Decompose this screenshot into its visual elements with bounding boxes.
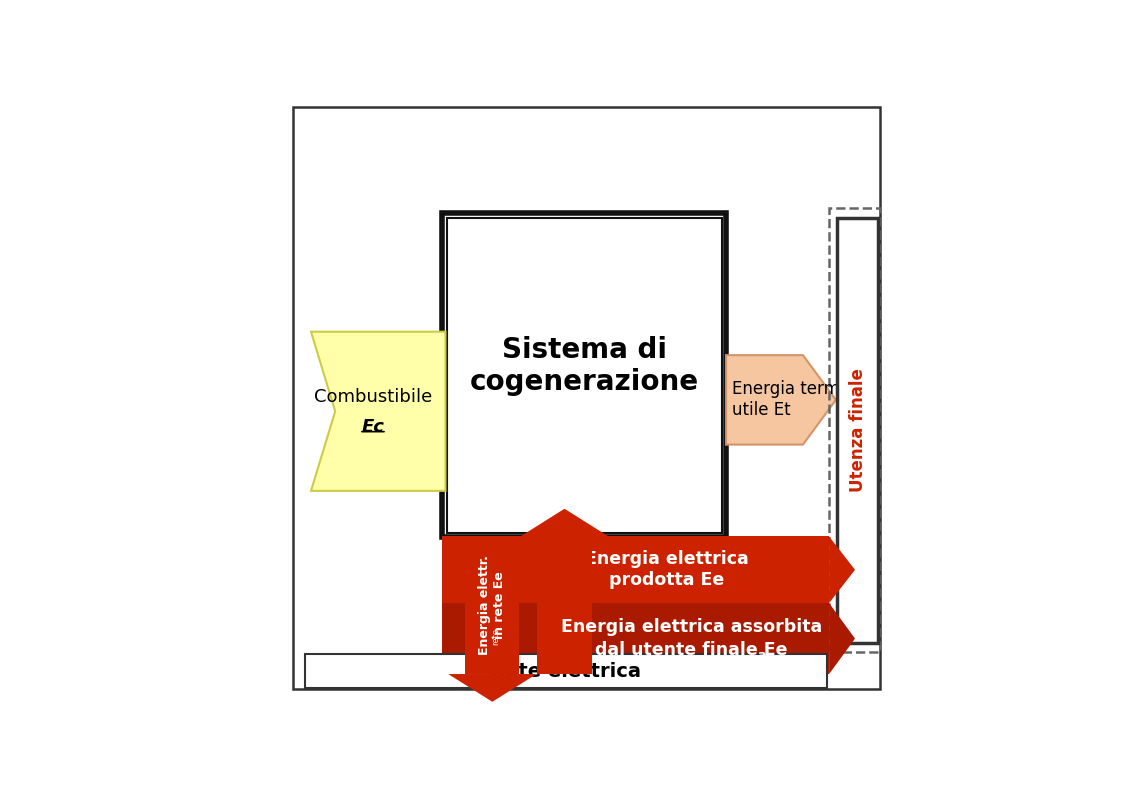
Bar: [442, 603, 829, 674]
Bar: [829, 208, 880, 653]
Text: Energia elettrica
prodotta Ee: Energia elettrica prodotta Ee: [584, 550, 748, 590]
Polygon shape: [829, 603, 855, 674]
Text: Energia elettr.
in rete Ee: Energia elettr. in rete Ee: [478, 555, 507, 655]
Bar: [537, 537, 591, 674]
Polygon shape: [448, 674, 536, 702]
Polygon shape: [520, 509, 609, 537]
Text: Sistema di
cogenerazione: Sistema di cogenerazione: [470, 336, 699, 396]
Text: Combustibile: Combustibile: [314, 388, 432, 406]
Polygon shape: [829, 537, 855, 603]
Text: Rete elettrica: Rete elettrica: [490, 662, 642, 681]
Polygon shape: [311, 332, 446, 491]
Text: Utenza finale: Utenza finale: [849, 368, 866, 493]
Text: Ec: Ec: [361, 417, 384, 436]
Bar: [442, 537, 829, 603]
Text: Energia termica
utile Et: Energia termica utile Et: [732, 380, 864, 419]
Bar: [465, 537, 519, 674]
Bar: [442, 213, 727, 537]
Bar: [837, 218, 879, 643]
Text: Energia elettrica assorbita: Energia elettrica assorbita: [560, 618, 822, 637]
Bar: [305, 654, 827, 688]
Bar: [447, 218, 722, 533]
Polygon shape: [727, 355, 835, 445]
Text: a: a: [758, 650, 767, 662]
Text: rete: rete: [490, 627, 500, 645]
Text: dal utente finale Ee: dal utente finale Ee: [595, 641, 787, 658]
